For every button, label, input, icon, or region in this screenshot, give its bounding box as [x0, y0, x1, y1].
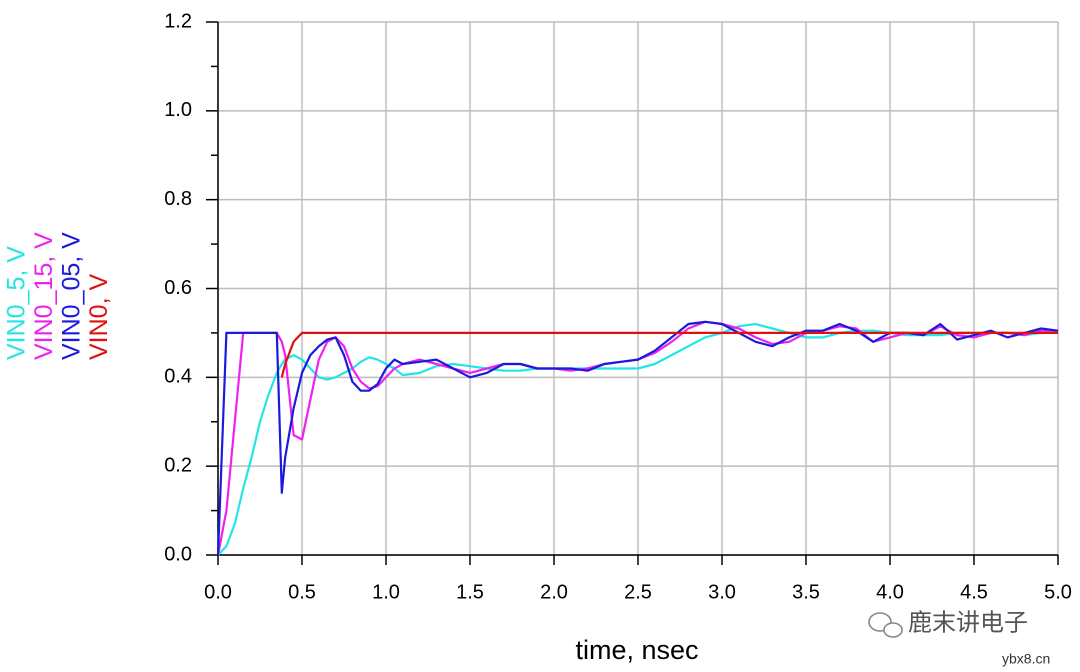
watermark-site: ybx8.cn [1002, 651, 1050, 667]
x-tick-label: 1.0 [372, 581, 400, 603]
x-tick-label: 4.0 [876, 581, 904, 603]
x-tick-label: 2.5 [624, 581, 652, 603]
y-tick-label: 0.8 [164, 188, 192, 210]
watermark-icon [868, 612, 892, 632]
series-line [216, 320, 1059, 556]
legend-label: VIN0, V [85, 274, 113, 360]
x-tick-label: 5.0 [1044, 581, 1072, 603]
x-tick-label: 4.5 [960, 581, 988, 603]
y-tick-label: 0.0 [164, 543, 192, 565]
x-tick-label: 0.5 [288, 581, 316, 603]
x-axis-title: time, nsec [575, 635, 698, 665]
watermark-text: 鹿末讲电子 [908, 609, 1028, 636]
y-tick-label: 0.2 [164, 454, 192, 476]
legend-label: VIN0_5, V [3, 246, 31, 360]
y-tick-label: 1.2 [164, 10, 192, 32]
y-tick-label: 0.6 [164, 277, 192, 299]
x-tick-label: 3.5 [792, 581, 820, 603]
watermark-icon [883, 622, 903, 638]
legend-label: VIN0_15, V [30, 232, 58, 360]
x-tick-label: 0.0 [204, 581, 232, 603]
x-tick-label: 3.0 [708, 581, 736, 603]
y-tick-label: 1.0 [164, 99, 192, 121]
legend-label: VIN0_05, V [58, 232, 86, 360]
x-tick-label: 2.0 [540, 581, 568, 603]
watermark: 鹿末讲电子 ybx8.cn [868, 609, 1050, 667]
x-tick-label: 1.5 [456, 581, 484, 603]
y-tick-label: 0.4 [164, 366, 192, 388]
series-line [280, 331, 1058, 378]
